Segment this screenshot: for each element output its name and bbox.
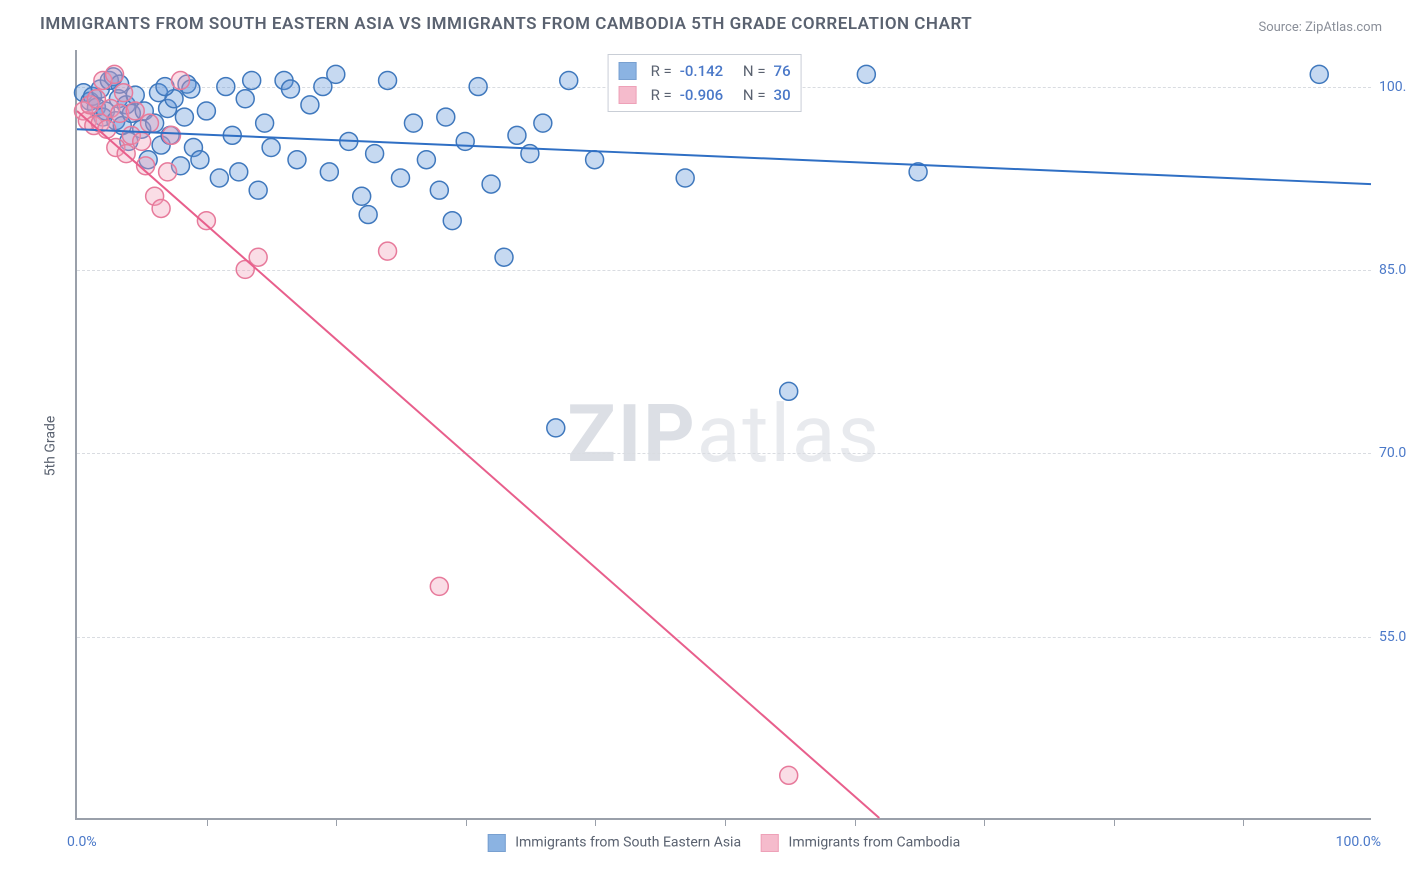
y-tick-label: 85.0% (1379, 262, 1406, 278)
y-tick-label: 70.0% (1379, 445, 1406, 461)
correlation-row-1: R = -0.142 N = 76 (619, 59, 791, 83)
correlation-row-2: R = -0.906 N = 30 (619, 83, 791, 107)
source-attribution: Source: ZipAtlas.com (1258, 20, 1382, 35)
series-2-n-value: 30 (774, 83, 791, 107)
n-label: N = (743, 83, 766, 107)
series-2-name: Immigrants from Cambodia (789, 835, 961, 851)
series-2-trend-line (77, 111, 879, 818)
r-label: R = (651, 59, 672, 83)
series-1-r-value: -0.142 (680, 59, 723, 83)
chart-plot-area: ZIPatlas 55.0%70.0%85.0%100.0% R = -0.14… (75, 50, 1371, 820)
correlation-legend-box: R = -0.142 N = 76 R = -0.906 N = 30 (608, 54, 802, 112)
x-axis-min-label: 0.0% (67, 834, 97, 850)
y-tick-label: 100.0% (1379, 79, 1406, 95)
series-2-r-value: -0.906 (680, 83, 723, 107)
series-1-name: Immigrants from South Eastern Asia (515, 835, 741, 851)
series-1-swatch-icon (619, 62, 637, 80)
series-1-swatch-icon (488, 834, 506, 852)
scatter-plot-svg (77, 50, 1371, 818)
legend-item-1: Immigrants from South Eastern Asia (488, 834, 741, 852)
series-2-swatch-icon (619, 86, 637, 104)
legend-item-2: Immigrants from Cambodia (761, 834, 960, 852)
chart-title: IMMIGRANTS FROM SOUTH EASTERN ASIA VS IM… (40, 14, 972, 34)
y-tick-label: 55.0% (1379, 629, 1406, 645)
series-2-swatch-icon (761, 834, 779, 852)
series-1-n-value: 76 (774, 59, 791, 83)
x-axis-max-label: 100.0% (1336, 834, 1381, 850)
n-label: N = (743, 59, 766, 83)
bottom-series-legend: Immigrants from South Eastern Asia Immig… (488, 834, 961, 852)
r-label: R = (651, 83, 672, 107)
y-axis-label: 5th Grade (42, 416, 58, 477)
